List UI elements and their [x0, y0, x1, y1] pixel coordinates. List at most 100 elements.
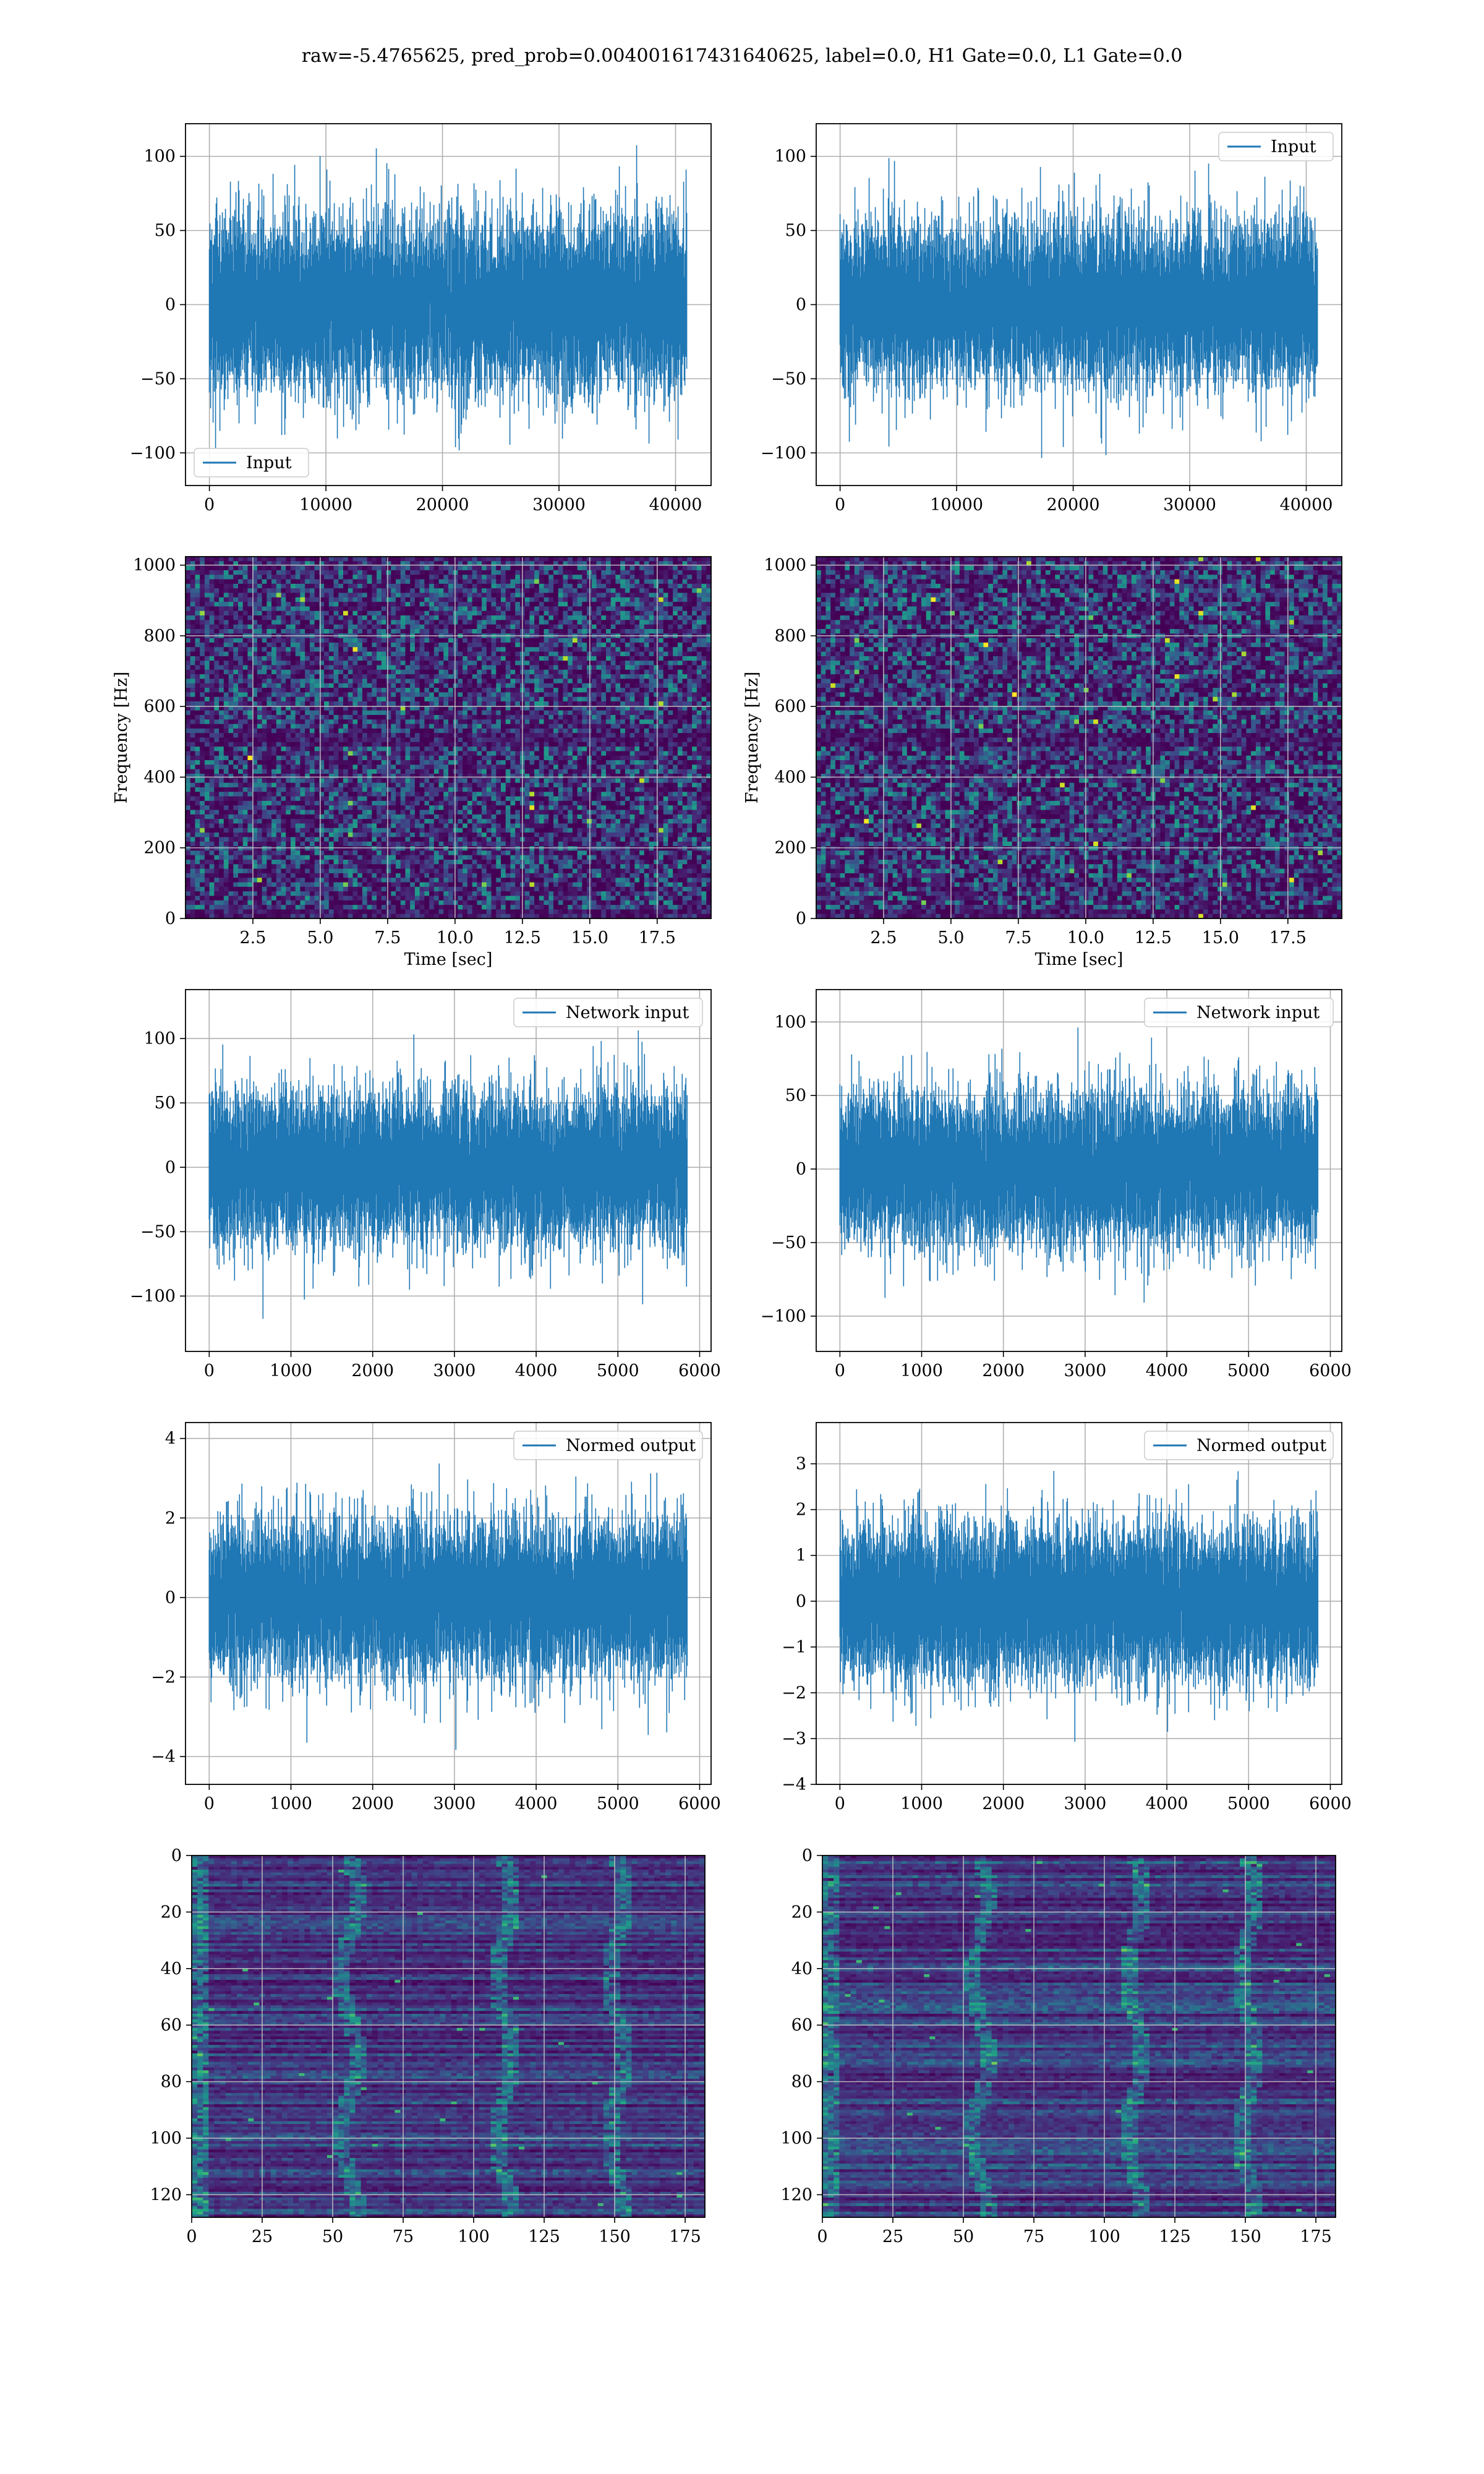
heatmap-cell: [558, 570, 564, 575]
heatmap-cell: [414, 665, 420, 670]
heatmap-cell: [424, 688, 430, 693]
heatmap-cell: [429, 751, 435, 756]
heatmap-cell: [496, 751, 501, 756]
heatmap-cell: [233, 570, 239, 575]
heatmap-cell: [319, 575, 325, 580]
heatmap-cell: [343, 638, 349, 643]
heatmap-cell: [467, 747, 473, 752]
heatmap-cell: [663, 588, 669, 594]
heatmap-cell: [659, 719, 664, 725]
heatmap-cell: [324, 638, 330, 643]
heatmap-cell: [548, 696, 554, 702]
heatmap-cell: [343, 751, 349, 756]
heatmap-cell: [491, 642, 497, 648]
heatmap-cell: [644, 728, 650, 734]
heatmap-cell: [396, 683, 401, 688]
heatmap-cell: [367, 647, 372, 653]
heatmap-cell: [634, 719, 640, 725]
heatmap-cell: [276, 597, 282, 602]
heatmap-cell: [305, 669, 310, 675]
heatmap-cell: [419, 669, 425, 675]
heatmap-cell: [663, 724, 669, 729]
heatmap-cell: [625, 606, 631, 612]
heatmap-cell: [482, 674, 487, 680]
heatmap-cell: [405, 588, 411, 594]
heatmap-cell: [486, 557, 492, 562]
heatmap-cell: [659, 751, 664, 756]
heatmap-cell: [419, 678, 425, 684]
heatmap-cell: [692, 615, 697, 620]
heatmap-cell: [501, 615, 506, 620]
heatmap-cell: [414, 714, 420, 720]
heatmap-cell: [209, 642, 215, 648]
heatmap-cell: [295, 733, 301, 738]
heatmap-cell: [615, 565, 621, 571]
heatmap-cell: [458, 620, 463, 625]
heatmap-cell: [510, 588, 516, 594]
heatmap-cell: [295, 678, 301, 684]
heatmap-cell: [663, 683, 669, 688]
heatmap-cell: [577, 742, 582, 747]
heatmap-cell: [271, 733, 277, 738]
heatmap-cell: [453, 683, 459, 688]
heatmap-cell: [276, 755, 282, 761]
heatmap-cell: [639, 647, 645, 653]
heatmap-cell: [486, 638, 492, 643]
heatmap-cell: [414, 755, 420, 761]
heatmap-cell: [352, 678, 358, 684]
heatmap-cell: [223, 710, 229, 716]
heatmap-cell: [291, 719, 296, 725]
heatmap-cell: [281, 724, 286, 729]
heatmap-cell: [338, 651, 344, 657]
heatmap-cell: [424, 724, 430, 729]
heatmap-cell: [596, 719, 602, 725]
heatmap-cell: [186, 706, 191, 711]
heatmap-cell: [233, 728, 239, 734]
heatmap-cell: [343, 575, 349, 580]
heatmap-cell: [400, 661, 406, 666]
heatmap-cell: [195, 742, 200, 747]
heatmap-cell: [563, 620, 568, 625]
heatmap-cell: [696, 747, 702, 752]
heatmap-cell: [696, 651, 702, 657]
heatmap-cell: [577, 597, 582, 602]
heatmap-cell: [634, 651, 640, 657]
heatmap-cell: [429, 557, 435, 562]
heatmap-cell: [649, 674, 654, 680]
heatmap-cell: [338, 737, 344, 743]
heatmap-cell: [654, 583, 659, 589]
heatmap-cell: [515, 688, 521, 693]
heatmap-cell: [515, 701, 521, 706]
heatmap-cell: [591, 597, 597, 602]
heatmap-cell: [548, 710, 554, 716]
heatmap-cell: [362, 719, 368, 725]
heatmap-cell: [338, 710, 344, 716]
heatmap-cell: [482, 751, 487, 756]
heatmap-cell: [582, 665, 587, 670]
heatmap-cell: [262, 719, 267, 725]
heatmap-cell: [348, 606, 354, 612]
heatmap-cell: [352, 706, 358, 711]
heatmap-cell: [654, 692, 659, 698]
heatmap-cell: [396, 706, 401, 711]
heatmap-cell: [510, 620, 516, 625]
heatmap-cell: [190, 656, 196, 661]
heatmap-cell: [553, 733, 559, 738]
heatmap-cell: [463, 651, 468, 657]
heatmap-cell: [510, 751, 516, 756]
heatmap-cell: [305, 615, 310, 620]
heatmap-cell: [271, 678, 277, 684]
heatmap-cell: [524, 706, 530, 711]
heatmap-cell: [267, 629, 272, 634]
heatmap-cell: [381, 661, 387, 666]
heatmap-cell: [391, 728, 396, 734]
heatmap-cell: [204, 656, 210, 661]
heatmap-cell: [214, 710, 220, 716]
x-tick-label: 20000: [1047, 495, 1100, 515]
heatmap-cell: [400, 669, 406, 675]
heatmap-cell: [333, 747, 339, 752]
heatmap-cell: [429, 597, 435, 602]
heatmap-cell: [219, 696, 224, 702]
heatmap-cell: [343, 583, 349, 589]
heatmap-cell: [195, 661, 200, 666]
